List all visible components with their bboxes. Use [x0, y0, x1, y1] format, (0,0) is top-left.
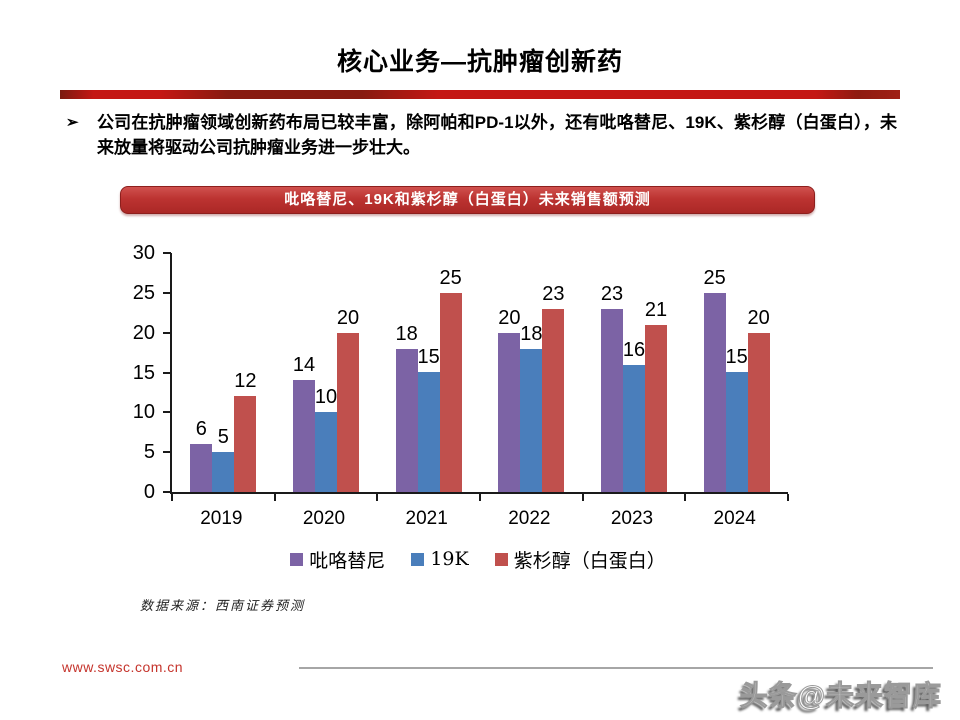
bar-value-label: 23	[542, 283, 565, 305]
bullet-arrow-icon: ➢	[66, 114, 79, 131]
bar: 20	[498, 307, 520, 492]
y-tick-mark	[163, 371, 171, 374]
y-tick-mark	[163, 491, 171, 493]
bar: 25	[440, 267, 462, 492]
bar: 23	[601, 283, 623, 492]
bar-value-label: 25	[703, 267, 726, 289]
bar: 6	[190, 418, 213, 492]
x-axis-label: 2020	[302, 508, 346, 529]
x-tick-mark	[684, 494, 687, 501]
bar-value-label: 25	[439, 267, 462, 289]
legend-item: 19K	[411, 548, 469, 570]
bar-value-label: 16	[622, 339, 646, 361]
bar-group: 23 16 21	[583, 253, 686, 492]
x-axis-label: 2023	[610, 508, 654, 529]
bar-value-label: 5	[217, 426, 229, 448]
bar: 5	[212, 426, 235, 492]
x-tick-mark	[273, 494, 276, 501]
legend-label: 紫杉醇（白蛋白）	[513, 549, 666, 572]
bar-value-label: 18	[520, 323, 543, 345]
x-axis-label: 2019	[200, 508, 243, 529]
title-divider-bar	[60, 90, 900, 99]
y-tick-label: 25	[132, 281, 155, 304]
bar-value-label: 18	[395, 323, 418, 345]
page-title: 核心业务—抗肿瘤创新药	[336, 48, 623, 76]
y-tick-label: 0	[143, 481, 155, 503]
y-tick-mark	[163, 252, 171, 254]
bar-value-label: 20	[498, 307, 521, 329]
y-tick-mark	[163, 411, 171, 414]
bar: 21	[645, 299, 667, 492]
x-tick-mark	[479, 494, 481, 501]
bar: 12	[234, 370, 256, 492]
watermark: 头条@未来智库	[739, 680, 942, 712]
bar-value-label: 14	[292, 354, 316, 376]
chart-legend: 吡咯替尼 19K 紫杉醇（白蛋白）	[170, 546, 786, 572]
bullet-text: 公司在抗肿瘤领域创新药布局已较丰富，除阿帕和PD-1以外，还有吡咯替尼、19K、…	[97, 113, 897, 157]
y-tick-label: 15	[132, 361, 155, 384]
x-tick-mark	[171, 494, 173, 501]
bar: 25	[704, 267, 726, 492]
bar: 18	[396, 323, 418, 492]
bar: 15	[726, 346, 748, 492]
bar: 20	[337, 307, 359, 492]
legend-label: 吡咯替尼	[309, 549, 386, 572]
legend-swatch	[290, 552, 304, 566]
source-note: 数据来源：西南证券预测	[140, 599, 306, 614]
bar: 15	[418, 346, 440, 492]
x-axis-label: 2022	[508, 508, 551, 529]
footer-url: www.swsc.com.cn	[62, 659, 184, 675]
legend-swatch	[494, 552, 508, 566]
bar-value-label: 20	[747, 307, 770, 329]
bar-group: 25 15 20	[685, 253, 788, 492]
bar-group: 20 18 23	[480, 253, 583, 492]
x-tick-mark	[787, 494, 789, 501]
y-axis: 0 5 10 15 20 25 30	[95, 242, 155, 503]
y-tick-label: 10	[132, 401, 155, 424]
y-tick-label: 20	[132, 321, 155, 344]
x-tick-mark	[376, 494, 379, 501]
x-tick-mark	[581, 494, 584, 501]
bar-value-label: 23	[600, 283, 624, 305]
bar: 20	[748, 307, 770, 492]
y-tick-mark	[163, 291, 171, 294]
bar: 18	[520, 323, 542, 492]
bar: 23	[542, 283, 564, 492]
chart-title-banner: 吡咯替尼、19K和紫杉醇（白蛋白）未来销售额预测	[120, 186, 815, 214]
bar-value-label: 10	[314, 386, 338, 408]
plot-area: 6 5 12 14 10 20 18 15 25 20 18 23 23 16 21 25 15 20	[163, 252, 789, 501]
bar-value-label: 15	[725, 346, 748, 368]
bar-value-label: 21	[644, 299, 668, 321]
y-tick-label: 5	[143, 441, 155, 464]
bar: 10	[315, 386, 337, 492]
legend-item: 吡咯替尼	[290, 546, 385, 573]
bar-group: 6 5 12	[172, 253, 275, 492]
bar-value-label: 6	[195, 418, 207, 440]
y-tick-mark	[163, 451, 171, 454]
x-axis-label: 2024	[713, 508, 756, 529]
bar-group: 14 10 20	[275, 253, 378, 492]
bar-value-label: 20	[336, 307, 360, 329]
y-tick-mark	[163, 331, 171, 334]
bar-value-label: 15	[417, 346, 440, 368]
bar-value-label: 12	[234, 370, 257, 392]
bar: 14	[293, 354, 315, 492]
x-axis: 2019 2020 2021 2022 2023 2024	[170, 508, 786, 532]
bar: 16	[623, 339, 645, 492]
legend-swatch	[411, 552, 425, 566]
x-axis-label: 2021	[405, 508, 448, 529]
legend-label: 19K	[430, 548, 469, 570]
bar-group: 18 15 25	[377, 253, 480, 492]
footer-divider-line	[299, 667, 933, 669]
y-tick-label: 30	[132, 242, 155, 264]
legend-item: 紫杉醇（白蛋白）	[494, 546, 666, 573]
